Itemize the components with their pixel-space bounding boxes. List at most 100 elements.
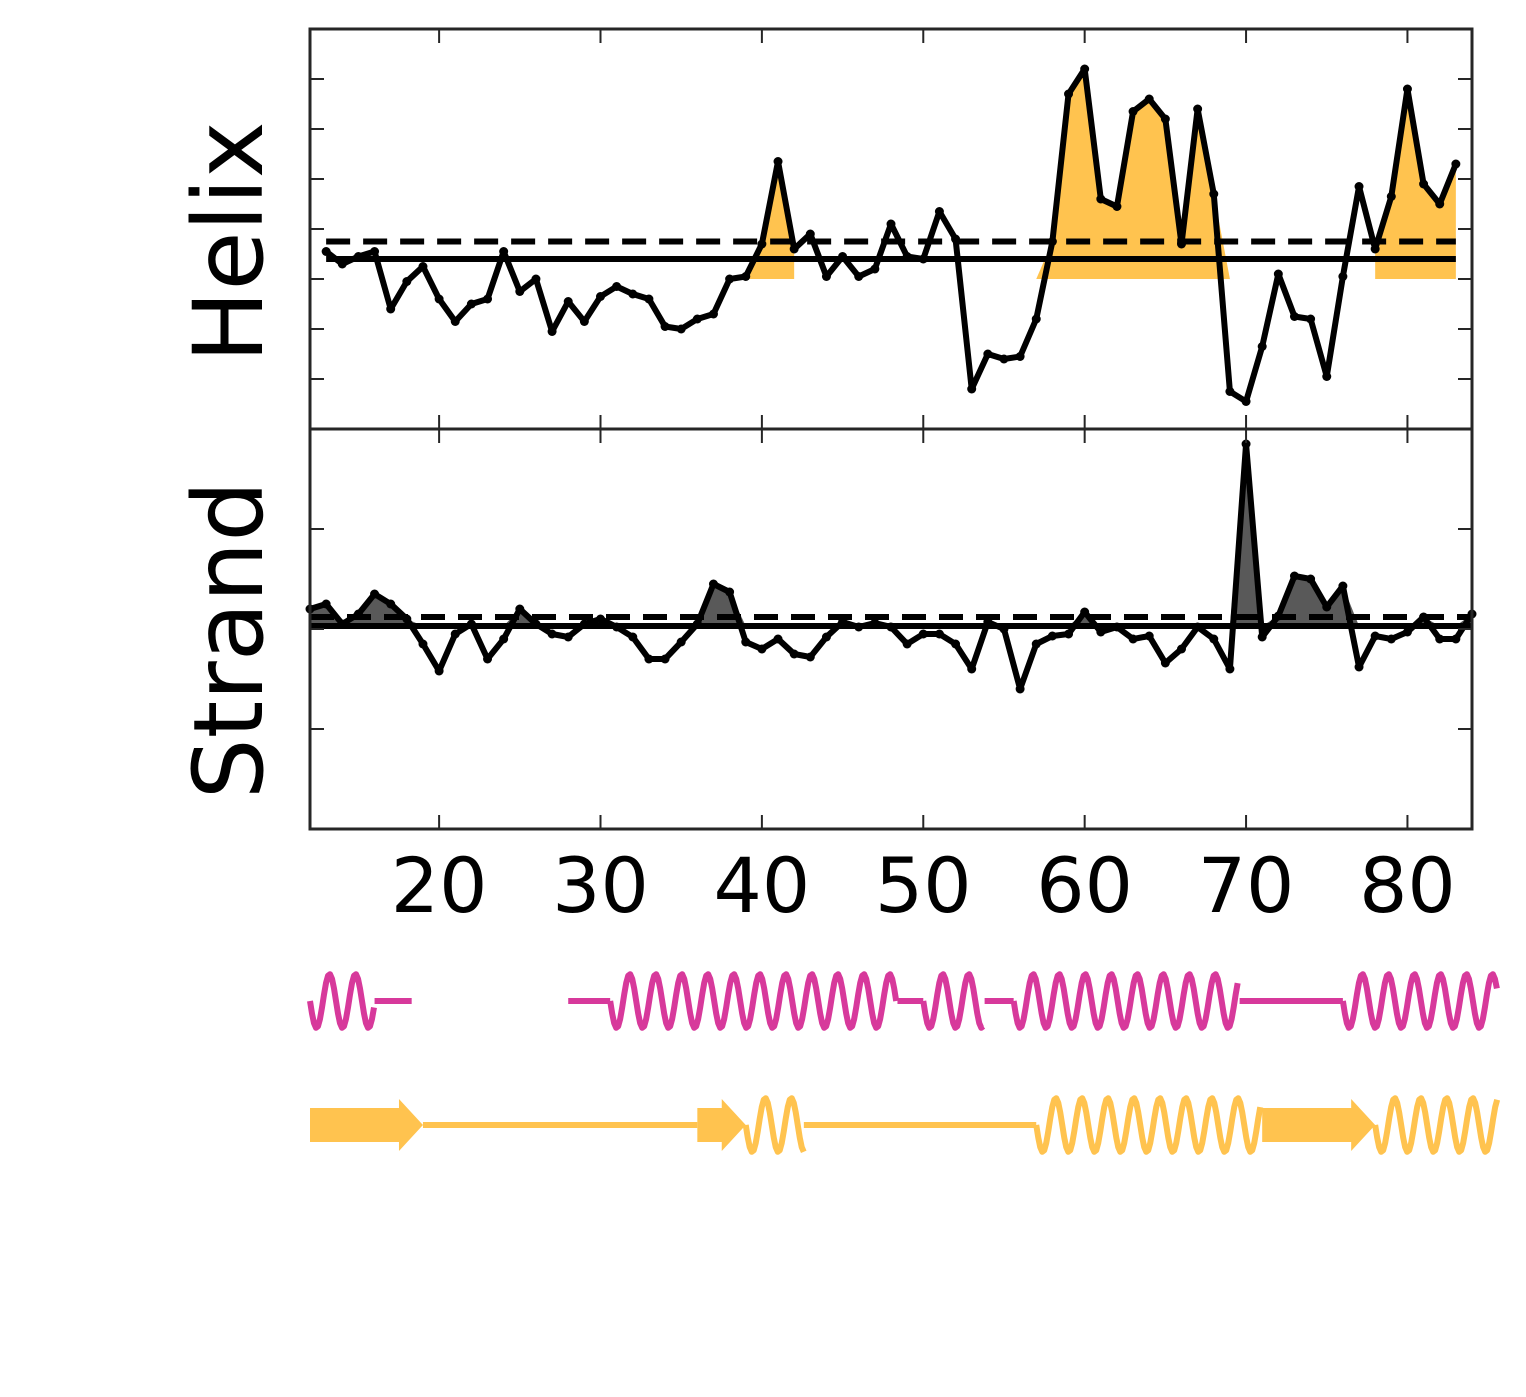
strand-point-82 — [1435, 634, 1445, 644]
helix-point-46 — [854, 272, 864, 281]
strand-point-77 — [1354, 662, 1364, 672]
helix-point-80 — [1402, 84, 1412, 94]
strand-fill-layer — [310, 444, 1472, 626]
strand-point-53 — [967, 664, 977, 674]
helix-point-40 — [757, 239, 767, 249]
helix-point-17 — [386, 304, 396, 314]
helix-point-77 — [1354, 182, 1364, 191]
x-tick-labels: 20 30 40 50 60 70 80 — [391, 841, 1456, 930]
strand-point-20 — [434, 666, 444, 676]
strand-point-34 — [660, 654, 670, 664]
strand-point-60 — [1080, 607, 1090, 617]
x-tick-label-60: 60 — [1036, 841, 1133, 930]
strand-point-40 — [757, 644, 767, 654]
helix-point-49 — [902, 252, 912, 261]
strand-fill-region — [310, 444, 1472, 626]
helix-point-53 — [967, 384, 977, 394]
strand-point-72 — [1273, 611, 1283, 621]
helix-point-67 — [1193, 104, 1203, 114]
strand-point-29 — [579, 619, 589, 629]
strand-point-39 — [741, 637, 751, 647]
strand-point-16 — [370, 589, 380, 599]
strand-point-19 — [418, 639, 428, 649]
helix-point-28 — [563, 297, 573, 306]
helix-point-31 — [612, 282, 622, 291]
track-magenta-helix-4 — [607, 971, 900, 1031]
strand-point-22 — [466, 619, 476, 629]
helix-point-33 — [644, 294, 654, 304]
helix-point-30 — [596, 292, 605, 301]
helix-point-43 — [805, 229, 815, 239]
helix-point-47 — [870, 264, 880, 274]
track-magenta-helix-8 — [1010, 971, 1241, 1031]
x-tick-label-70: 70 — [1198, 841, 1295, 930]
strand-point-27 — [547, 629, 557, 639]
strand-point-14 — [337, 619, 347, 629]
strand-point-38 — [725, 587, 735, 597]
track-magenta — [307, 971, 1500, 1031]
track-magenta-helix-0 — [307, 971, 377, 1031]
helix-ticks — [310, 29, 1472, 429]
strand-point-28 — [563, 632, 573, 642]
helix-point-32 — [628, 289, 638, 299]
helix-propensity-line — [324, 66, 1459, 405]
strand-point-30 — [596, 614, 605, 624]
strand-point-52 — [951, 639, 961, 649]
helix-point-26 — [531, 274, 541, 284]
x-tick-label-40: 40 — [714, 841, 811, 930]
strand-point-75 — [1322, 602, 1332, 612]
helix-point-76 — [1338, 272, 1348, 281]
strand-point-61 — [1096, 627, 1106, 637]
strand-point-32 — [628, 632, 638, 642]
helix-point-29 — [579, 317, 589, 326]
strand-point-31 — [612, 622, 622, 632]
strand-point-48 — [886, 622, 896, 632]
strand-point-18 — [402, 614, 412, 624]
helix-point-68 — [1209, 189, 1219, 199]
strand-point-70 — [1241, 439, 1251, 449]
helix-point-78 — [1370, 244, 1380, 254]
helix-point-19 — [418, 262, 428, 271]
strand-axis-label: Strand — [173, 481, 285, 800]
helix-point-36 — [692, 314, 702, 324]
strand-propensity-line — [309, 441, 1475, 692]
helix-point-56 — [1015, 352, 1025, 361]
helix-point-82 — [1435, 199, 1445, 209]
helix-points — [321, 64, 1461, 406]
helix-point-13 — [321, 247, 331, 256]
helix-fill-region-1 — [1036, 69, 1230, 279]
helix-point-57 — [1031, 314, 1041, 324]
helix-point-42 — [789, 244, 799, 254]
helix-point-16 — [370, 247, 380, 256]
strand-point-56 — [1015, 684, 1025, 694]
helix-point-25 — [515, 287, 525, 296]
strand-point-45 — [838, 617, 848, 627]
helix-point-50 — [918, 254, 928, 264]
helix-point-64 — [1144, 94, 1154, 104]
x-tick-label-30: 30 — [552, 841, 649, 930]
strand-point-71 — [1257, 632, 1267, 642]
strand-point-57 — [1031, 639, 1041, 649]
helix-point-71 — [1257, 342, 1267, 351]
strand-point-73 — [1289, 571, 1299, 581]
helix-point-72 — [1273, 269, 1283, 279]
track-gold-helix-5 — [1033, 1095, 1264, 1155]
track-gold-helix-7 — [1372, 1095, 1501, 1155]
strand-point-33 — [644, 654, 654, 664]
helix-point-74 — [1306, 314, 1316, 324]
strand-point-23 — [483, 654, 493, 664]
helix-point-55 — [999, 354, 1009, 364]
track-gold-strand-2 — [697, 1099, 746, 1151]
track-gold — [310, 1095, 1501, 1155]
helix-point-34 — [660, 322, 670, 331]
strand-point-15 — [353, 609, 363, 619]
track-gold-strand-6 — [1262, 1099, 1376, 1151]
strand-point-66 — [1177, 644, 1186, 654]
strand-point-47 — [870, 618, 880, 628]
helix-point-60 — [1080, 64, 1090, 74]
strand-point-58 — [1047, 631, 1057, 641]
strand-point-74 — [1306, 574, 1316, 584]
strand-points — [305, 439, 1477, 694]
helix-point-63 — [1128, 107, 1138, 116]
helix-point-23 — [483, 294, 493, 304]
